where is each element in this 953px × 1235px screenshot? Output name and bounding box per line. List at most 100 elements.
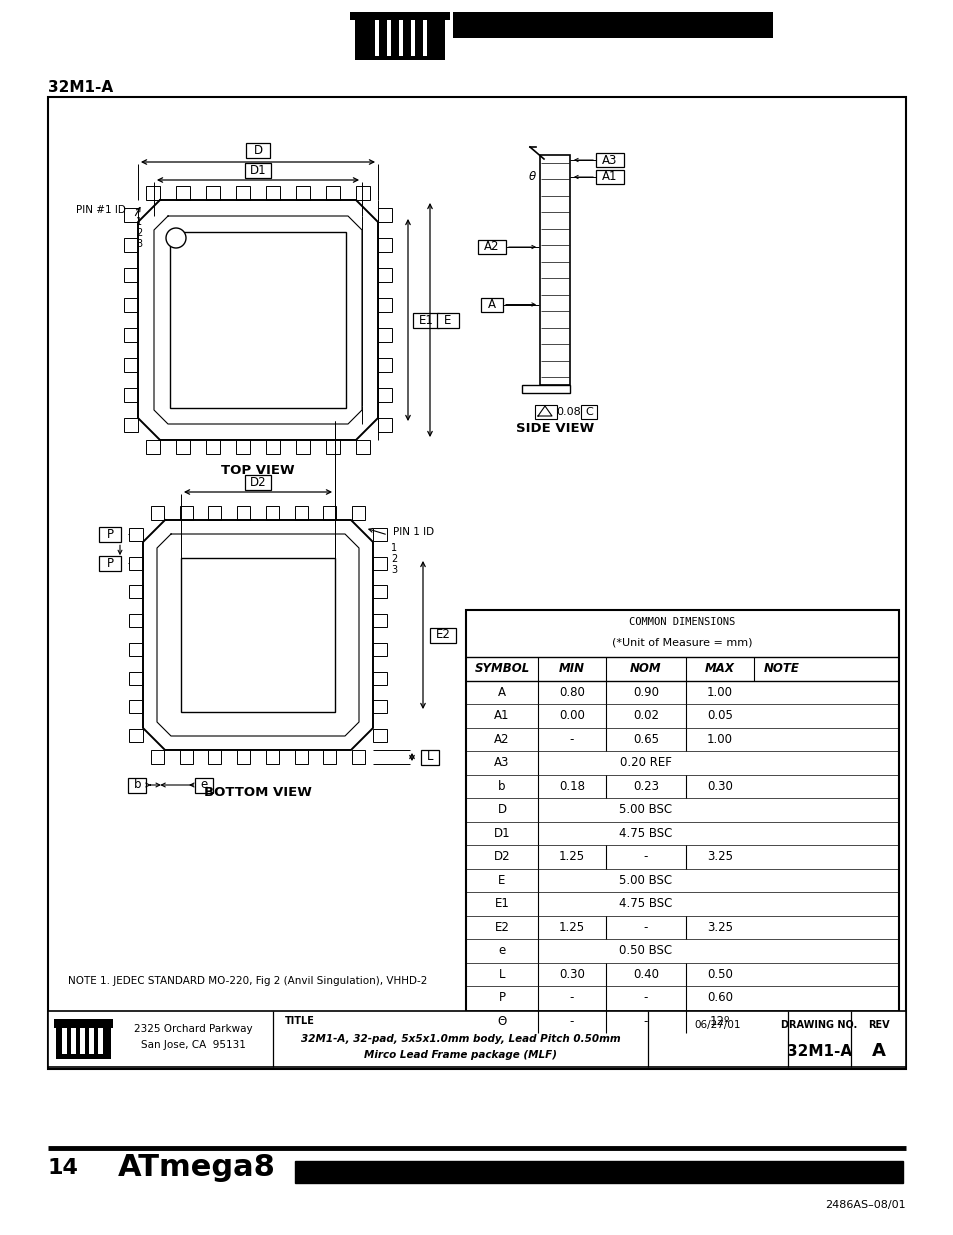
Bar	[295, 440, 310, 454]
Text: 0.08: 0.08	[556, 408, 580, 417]
Text: 0.05: 0.05	[706, 709, 732, 722]
Bar	[377, 207, 392, 222]
Bar	[430, 627, 456, 642]
Text: 0.80: 0.80	[558, 685, 584, 699]
Bar	[129, 672, 143, 684]
Text: D2: D2	[250, 475, 266, 489]
Text: -: -	[569, 732, 574, 746]
Bar	[235, 440, 250, 454]
Bar	[54, 1019, 112, 1028]
Bar	[420, 750, 438, 764]
Text: 4.75 BSC: 4.75 BSC	[618, 826, 672, 840]
Bar	[124, 298, 138, 312]
Bar	[175, 440, 190, 454]
Text: 0.50: 0.50	[706, 968, 732, 981]
Bar	[295, 186, 310, 200]
Bar	[377, 238, 392, 252]
Bar	[323, 506, 336, 520]
Bar	[179, 506, 193, 520]
Bar	[129, 527, 143, 541]
Bar	[208, 506, 221, 520]
Bar	[266, 440, 280, 454]
Text: 0.65: 0.65	[633, 732, 659, 746]
Text: SIDE VIEW: SIDE VIEW	[516, 422, 594, 436]
Text: MIN: MIN	[558, 662, 584, 676]
Bar	[294, 506, 307, 520]
Text: PIN 1 ID: PIN 1 ID	[393, 527, 434, 537]
Bar	[246, 142, 270, 158]
Bar	[355, 440, 370, 454]
Bar	[124, 358, 138, 372]
Bar	[387, 16, 391, 56]
Bar	[477, 240, 505, 254]
Bar	[129, 700, 143, 714]
Text: 2325 Orchard Parkway: 2325 Orchard Parkway	[133, 1024, 252, 1034]
Text: -: -	[643, 1015, 647, 1028]
Bar	[181, 558, 335, 713]
Bar	[377, 388, 392, 403]
Bar	[99, 556, 121, 571]
Bar	[206, 440, 220, 454]
Text: P: P	[107, 557, 113, 569]
Text: e: e	[497, 945, 505, 957]
Text: D1: D1	[493, 826, 510, 840]
Bar	[377, 268, 392, 282]
Text: ATmega8: ATmega8	[118, 1153, 275, 1182]
Bar	[375, 16, 378, 56]
Bar	[98, 1024, 103, 1053]
Bar	[129, 778, 146, 793]
Text: A3: A3	[494, 756, 509, 769]
Text: L: L	[498, 968, 505, 981]
Text: 3: 3	[391, 564, 396, 576]
Bar	[124, 417, 138, 432]
Text: 0.18: 0.18	[558, 779, 584, 793]
Bar	[124, 207, 138, 222]
Bar	[71, 1024, 76, 1053]
Text: A: A	[488, 298, 496, 311]
Bar	[146, 186, 160, 200]
Bar	[377, 329, 392, 342]
Text: D: D	[497, 803, 506, 816]
Bar	[422, 16, 427, 56]
Text: A: A	[871, 1042, 885, 1060]
Bar	[124, 268, 138, 282]
Bar	[129, 557, 143, 569]
Text: 1.25: 1.25	[558, 850, 584, 863]
Text: TITLE: TITLE	[285, 1016, 314, 1026]
Bar	[373, 643, 387, 656]
Bar	[535, 405, 557, 419]
Text: NOTE 1. JEDEC STANDARD MO-220, Fig 2 (Anvil Singulation), VHHD-2: NOTE 1. JEDEC STANDARD MO-220, Fig 2 (An…	[68, 976, 427, 986]
Bar	[373, 729, 387, 742]
Bar	[377, 417, 392, 432]
Bar	[129, 585, 143, 599]
Text: 14: 14	[48, 1158, 79, 1178]
Text: b: b	[497, 779, 505, 793]
Bar	[237, 506, 250, 520]
Text: P: P	[498, 992, 505, 1004]
Bar	[373, 557, 387, 569]
Bar	[266, 506, 278, 520]
Text: 3.25: 3.25	[706, 850, 732, 863]
Text: A1: A1	[494, 709, 509, 722]
Bar	[206, 186, 220, 200]
Bar	[465, 610, 898, 1032]
Bar	[90, 1024, 94, 1053]
Text: E: E	[444, 314, 451, 326]
Text: 06/27/01: 06/27/01	[694, 1020, 740, 1030]
Text: SYMBOL: SYMBOL	[474, 662, 529, 676]
Text: 1.25: 1.25	[558, 921, 584, 934]
Text: E: E	[497, 873, 505, 887]
Bar	[350, 12, 450, 20]
Text: e: e	[200, 778, 208, 792]
Bar	[80, 1024, 86, 1053]
Bar	[355, 186, 370, 200]
Text: -: -	[569, 1015, 574, 1028]
Text: A: A	[497, 685, 505, 699]
Bar	[175, 186, 190, 200]
Bar	[596, 170, 623, 184]
Text: 0.90: 0.90	[633, 685, 659, 699]
Bar	[436, 312, 458, 327]
Bar	[521, 385, 569, 393]
Text: D: D	[253, 143, 262, 157]
Text: 0.40: 0.40	[633, 968, 659, 981]
